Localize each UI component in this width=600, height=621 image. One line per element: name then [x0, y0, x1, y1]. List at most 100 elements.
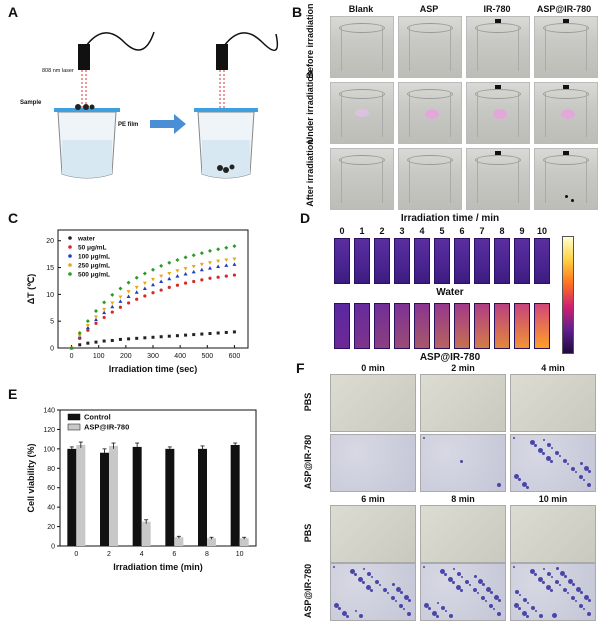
stained-cell [460, 589, 463, 592]
stained-cell [522, 482, 527, 487]
stained-cell [513, 437, 515, 439]
stained-cell [551, 447, 553, 449]
stained-cell [522, 611, 527, 616]
thermal-image-asp-ir780 [394, 303, 410, 349]
bar [174, 537, 184, 546]
stained-cell [555, 451, 559, 455]
bar [100, 452, 109, 546]
stained-cell [563, 459, 567, 463]
stained-cell [423, 566, 425, 568]
col-label-blank: Blank [348, 4, 374, 14]
stained-cell [359, 614, 363, 618]
thermal-image-water [474, 238, 490, 284]
data-point [86, 341, 90, 345]
legend-label: 250 μg/mL [78, 263, 110, 270]
data-point [118, 295, 123, 300]
stained-cell [469, 584, 471, 586]
microscopy-pbs [330, 374, 416, 432]
stained-cell [530, 440, 535, 445]
plot-frame [59, 409, 257, 547]
stained-cell [490, 591, 493, 594]
stained-cell [456, 585, 461, 590]
y-tick-label: 10 [46, 292, 54, 299]
data-point [175, 258, 180, 263]
data-point [232, 244, 237, 249]
data-point [151, 267, 155, 272]
stained-cell [550, 460, 553, 463]
data-point [78, 343, 82, 347]
stained-cell [403, 608, 405, 610]
stained-cell [571, 596, 575, 600]
legend-marker [68, 236, 72, 240]
laser-cable [223, 32, 279, 51]
stained-cell [543, 439, 545, 441]
stained-cell [563, 588, 567, 592]
row-label-asp-ir780: ASP@IR-780 [303, 434, 313, 490]
stained-cell [489, 604, 493, 608]
data-point [216, 259, 221, 264]
time-label: 2 min [451, 363, 475, 373]
stained-cell [432, 611, 437, 616]
data-point [191, 253, 196, 258]
bar [67, 448, 77, 546]
stained-cell [375, 580, 379, 584]
data-point [135, 336, 139, 340]
data-point [94, 308, 98, 313]
thermal-time-label: 6 [459, 226, 465, 236]
stained-cell [572, 583, 575, 586]
sample-particle [563, 85, 569, 89]
stained-cell [568, 579, 573, 584]
x-tick-label: 200 [120, 353, 132, 360]
microscopy-asp-ir780 [330, 563, 416, 621]
panel-letter-d: D [300, 210, 311, 226]
beaker-photo [534, 148, 598, 210]
data-point [151, 335, 155, 339]
stained-cell [579, 604, 583, 608]
beaker-rim [339, 89, 385, 99]
stained-cell [362, 581, 365, 584]
stained-cell [567, 463, 569, 465]
stained-cell [538, 448, 543, 453]
beaker-photo [330, 82, 394, 144]
data-point [142, 281, 147, 286]
sample-particle [495, 151, 501, 155]
panel-letter-b: B [292, 4, 303, 20]
stained-cell [477, 592, 479, 594]
x-tick-label: 4 [140, 551, 144, 558]
data-point [200, 278, 204, 282]
data-point [151, 282, 155, 287]
y-tick-label: 140 [43, 408, 55, 415]
y-axis-label: ΔT (℃) [26, 274, 36, 305]
data-point [167, 334, 171, 338]
row-label-asp-ir780: ASP@IR-780 [303, 563, 313, 619]
microscopy-asp-ir780 [420, 563, 506, 621]
x-tick-label: 600 [229, 353, 241, 360]
beaker-rim [407, 23, 453, 33]
x-tick-label: 10 [236, 551, 244, 558]
stained-cell [399, 604, 403, 608]
sample-dot [229, 164, 235, 170]
data-point [175, 269, 180, 273]
stained-cell [428, 607, 431, 610]
y-tick-label: 0 [51, 544, 55, 551]
stained-cell [404, 595, 409, 600]
stained-cell [560, 571, 565, 576]
thermal-image-asp-ir780 [354, 303, 370, 349]
chart-temperature: 0 100 200 300 400 500 600 0 5 10 15 20 Irradiation t… [26, 229, 249, 374]
data-point [208, 276, 212, 280]
data-point [85, 319, 90, 324]
microscopy-pbs [420, 505, 506, 563]
beaker-wall [545, 159, 587, 203]
thermal-time-label: 0 [339, 226, 345, 236]
beaker-wall [545, 93, 587, 137]
stained-cell [539, 614, 543, 618]
thermal-image-asp-ir780 [514, 303, 530, 349]
data-point [86, 328, 90, 332]
thermal-time-label: 4 [419, 226, 425, 236]
stained-cell [587, 612, 591, 616]
laser-head [216, 44, 228, 70]
stained-cell [518, 607, 521, 610]
bar [109, 445, 118, 546]
data-point [134, 275, 139, 280]
thermal-time-label: 10 [536, 226, 547, 236]
